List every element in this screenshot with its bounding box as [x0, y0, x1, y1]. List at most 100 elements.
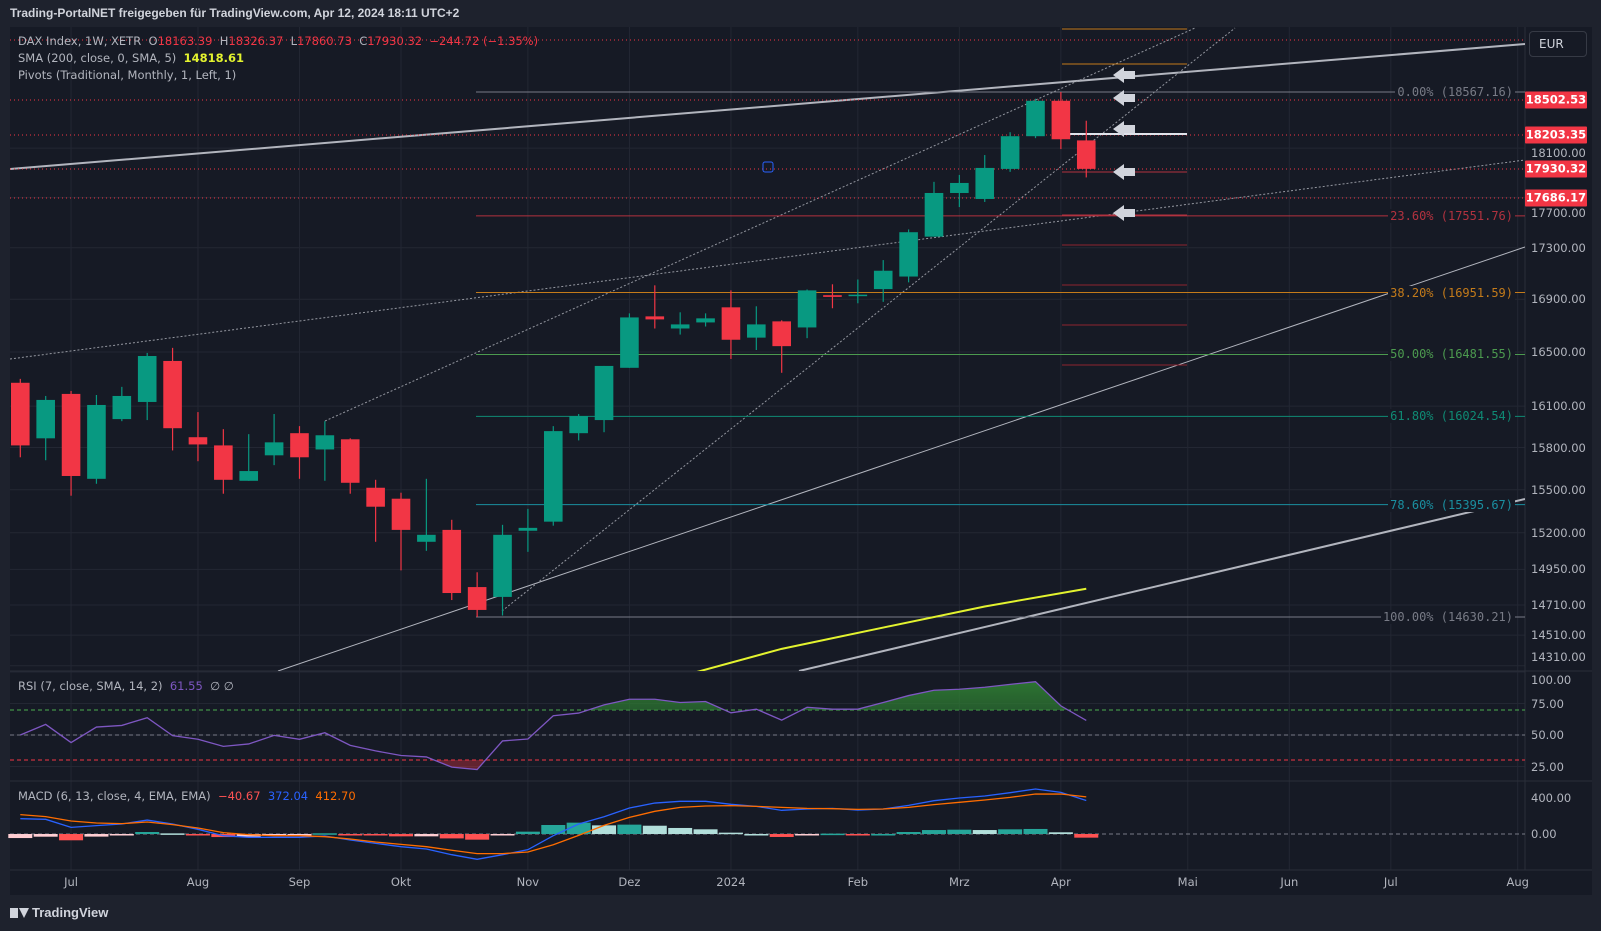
candle	[645, 285, 665, 329]
rsi-axis-label: 25.00	[1531, 759, 1564, 774]
candle-body	[239, 471, 259, 481]
candle	[620, 313, 639, 368]
candle	[417, 478, 436, 551]
rsi-legend[interactable]: RSI (7, close, SMA, 14, 2) 61.55 ∅ ∅	[18, 679, 234, 693]
time-axis-label: Apr	[1050, 875, 1071, 889]
macd-histogram-bar	[414, 834, 439, 837]
macd-histogram-bar	[490, 834, 515, 836]
pivots-legend[interactable]: Pivots (Traditional, Monthly, 1, Left, 1…	[18, 68, 236, 82]
change-value: −244.72 (−1.35%)	[429, 34, 539, 48]
macd-histogram-bar	[465, 834, 490, 840]
trend-line[interactable]	[798, 498, 1525, 671]
candles	[11, 91, 1096, 617]
candle-body	[594, 365, 614, 421]
dotted-trend-line[interactable]	[501, 27, 1236, 612]
rsi-label[interactable]: RSI (7, close, SMA, 14, 2)	[18, 679, 163, 693]
pivot-lines	[1062, 28, 1187, 366]
candle	[569, 414, 588, 441]
time-axis-label: Feb	[847, 875, 869, 889]
rsi-axis-label: 75.00	[1531, 696, 1564, 711]
arrow-markers[interactable]	[1113, 67, 1135, 221]
candle-body	[1026, 100, 1045, 137]
time-axis-label: Nov	[516, 875, 540, 889]
dotted-trend-line[interactable]	[10, 159, 1525, 360]
macd-label[interactable]: MACD (6, 13, close, 4, EMA, EMA)	[18, 789, 211, 803]
macd-histogram-bar	[617, 824, 642, 834]
selection-handle-icon[interactable]	[762, 161, 774, 173]
arrow-left-icon	[1113, 205, 1135, 221]
candle-body	[1051, 100, 1071, 140]
trend-line[interactable]	[277, 246, 1525, 671]
candle	[340, 438, 360, 494]
macd-histogram-bar	[820, 833, 845, 836]
macd-histogram-bar	[845, 834, 870, 836]
candle-body	[315, 435, 335, 450]
sma-200-line	[696, 587, 1087, 671]
candle-body	[391, 498, 411, 530]
candle-body	[112, 395, 132, 420]
candle-body	[442, 529, 462, 594]
candle-body	[873, 270, 893, 290]
candle	[264, 414, 284, 466]
candle	[1076, 120, 1096, 178]
tradingview-logo[interactable]: TradingView	[10, 905, 108, 920]
arrow-left-icon	[1113, 164, 1135, 180]
candle	[137, 352, 157, 421]
candle-body	[543, 431, 563, 522]
candle	[87, 395, 106, 484]
candle-body	[137, 356, 157, 402]
macd-histogram-bar	[998, 829, 1023, 834]
sma-label[interactable]: SMA (200, close, 0, SMA, 5)	[18, 51, 177, 65]
macd-axis-label: 0.00	[1531, 827, 1557, 841]
macd-histogram-bar	[693, 829, 718, 834]
trend-line[interactable]	[10, 43, 1525, 170]
candle-body	[696, 318, 715, 323]
candle	[975, 155, 995, 202]
time-axis-label: Mai	[1177, 875, 1198, 889]
macd-histogram-bar	[84, 834, 109, 837]
fib-level-label: 23.60% (17551.76)	[1388, 208, 1515, 223]
candle	[163, 347, 182, 451]
main-legend[interactable]: DAX Index, 1W, XETR O18163.39 H18326.37 …	[18, 34, 538, 48]
candle	[1000, 132, 1020, 172]
fib-retracement[interactable]	[476, 91, 1525, 618]
rsi-extra: ∅ ∅	[210, 679, 234, 693]
macd-line	[20, 788, 1087, 860]
time-axis-label: Aug	[1506, 875, 1529, 889]
candle-body	[1000, 136, 1020, 169]
macd-hist-value: −40.67	[217, 789, 261, 803]
pivots-label[interactable]: Pivots (Traditional, Monthly, 1, Left, 1…	[18, 68, 237, 82]
macd-legend[interactable]: MACD (6, 13, close, 4, EMA, EMA) −40.67 …	[18, 789, 356, 803]
price-label: 17686.17	[1525, 189, 1587, 207]
macd-histogram-bar	[160, 833, 185, 835]
rsi-axis-label: 100.00	[1531, 673, 1572, 687]
trend-lines[interactable]	[10, 27, 1525, 671]
candle	[950, 174, 969, 208]
grid-lines	[10, 27, 1525, 870]
time-axis-label: Mrz	[949, 875, 970, 889]
candle	[442, 519, 462, 601]
price-label: 18203.35	[1525, 126, 1587, 144]
currency-button[interactable]: EUR	[1529, 31, 1587, 57]
price-axis-label: 17300.00	[1531, 240, 1586, 255]
price-axis-label: 16900.00	[1531, 292, 1586, 307]
macd-histogram-bar	[389, 834, 413, 837]
macd-histogram-bar	[236, 834, 261, 837]
price-axis-label: 14310.00	[1531, 649, 1586, 664]
rsi-value: 61.55	[169, 679, 203, 693]
candle-body	[772, 321, 791, 347]
macd-histogram-bar	[59, 834, 84, 841]
candle-body	[340, 439, 360, 483]
macd-histogram-bar	[668, 827, 693, 834]
candle	[36, 395, 55, 461]
sma-legend[interactable]: SMA (200, close, 0, SMA, 5) 14818.61	[18, 51, 244, 65]
price-label: 17930.32	[1525, 160, 1587, 178]
candle	[1051, 91, 1071, 150]
dotted-trend-line[interactable]	[324, 27, 1196, 422]
macd-histogram-bar	[439, 834, 464, 839]
macd-histogram-bar	[312, 833, 337, 835]
candle	[518, 508, 538, 552]
symbol-label[interactable]: DAX Index, 1W, XETR	[18, 34, 142, 48]
candle	[239, 434, 259, 481]
